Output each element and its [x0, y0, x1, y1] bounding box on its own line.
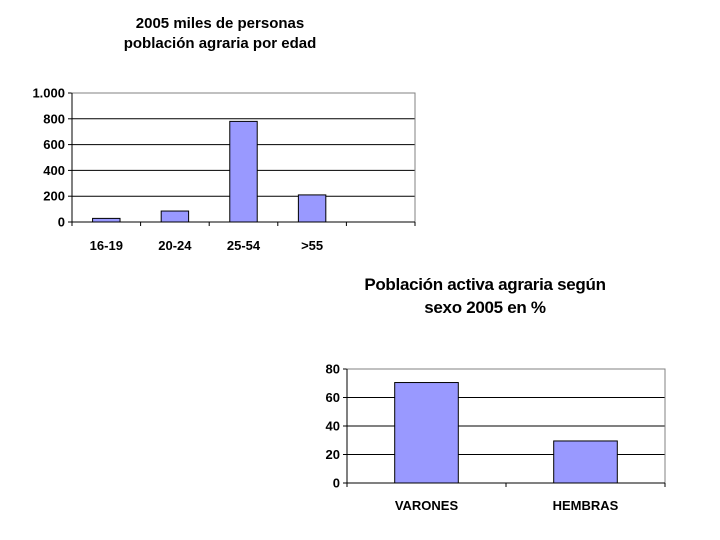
chart-2-title-line-2: sexo 2005 en % — [424, 297, 546, 317]
chart-0-category-label: 25-54 — [227, 238, 261, 253]
chart-0-bar — [297, 194, 327, 223]
chart-0-bar — [92, 217, 121, 223]
chart-1-title-line-1: 2005 miles de personas — [135, 15, 305, 32]
chart-1-ytick-label: 80 — [326, 362, 340, 377]
chart-0-ytick-label: 0 — [58, 215, 65, 230]
chart-2-title: Población activa agraria según sexo 2005… — [320, 274, 650, 320]
chart-0-category-label: 16-19 — [90, 238, 123, 253]
chart-0-ytick-label: 200 — [43, 189, 65, 204]
chart-1-bar — [394, 382, 459, 484]
chart-1-title-line-2: población agraria por edad — [123, 35, 317, 53]
chart-0-ytick-label: 800 — [43, 111, 65, 126]
chart-0-ytick-label: 1.000 — [32, 86, 65, 101]
chart-1-ytick-label: 60 — [326, 390, 340, 405]
chart-1-ytick-label: 40 — [326, 419, 340, 434]
chart-0-category-label: 20-24 — [158, 238, 192, 253]
chart-0-ytick-label: 600 — [43, 137, 65, 152]
chart-0-category-label: >55 — [301, 238, 323, 253]
chart-1-title: 2005 miles de personas población agraria… — [60, 14, 380, 55]
chart-0-bar — [160, 210, 190, 223]
chart-1-ytick-label: 0 — [333, 476, 340, 491]
chart-1-category-label: VARONES — [395, 498, 459, 513]
chart-0-ytick-label: 400 — [43, 163, 65, 178]
chart-1-bar — [553, 440, 618, 484]
chart-1-category-label: HEMBRAS — [553, 498, 619, 513]
chart-2-title-line-1: Población activa agraria según — [364, 275, 606, 294]
chart-1-ytick-label: 20 — [326, 447, 340, 462]
chart-0-bar — [229, 120, 258, 223]
